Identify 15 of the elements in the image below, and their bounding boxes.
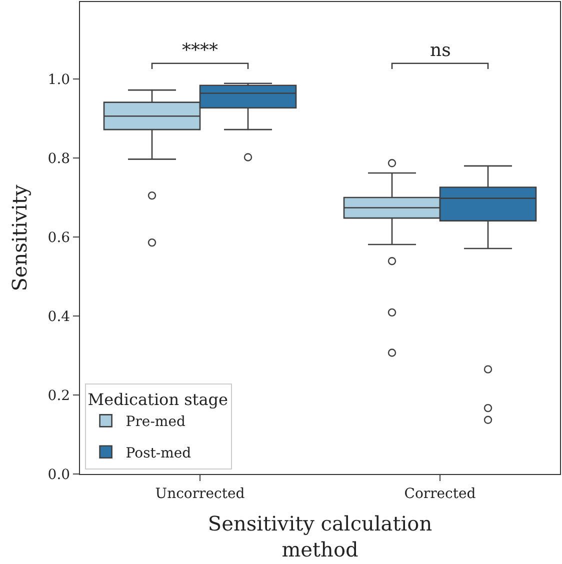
legend-label: Pre-med	[126, 414, 186, 430]
legend-label: Post-med	[126, 445, 192, 462]
legend-title: Medication stage	[88, 390, 228, 410]
y-tick-label: 0.8	[48, 150, 70, 167]
annotation: ns	[430, 40, 451, 61]
x-axis-title: Sensitivity calculation method	[208, 511, 432, 562]
y-tick-label: 0.6	[48, 230, 70, 246]
y-tick-label: 0.0	[48, 466, 70, 483]
y-axis-title: Sensitivity	[7, 184, 32, 292]
y-tick-label: 1.0	[48, 72, 70, 88]
y-tick-label: 0.4	[48, 308, 70, 325]
x-tick-label: Corrected	[404, 486, 476, 502]
y-tick-label: 0.2	[48, 388, 70, 404]
annotation: ****	[182, 40, 218, 61]
x-tick-label: Uncorrected	[155, 486, 245, 502]
